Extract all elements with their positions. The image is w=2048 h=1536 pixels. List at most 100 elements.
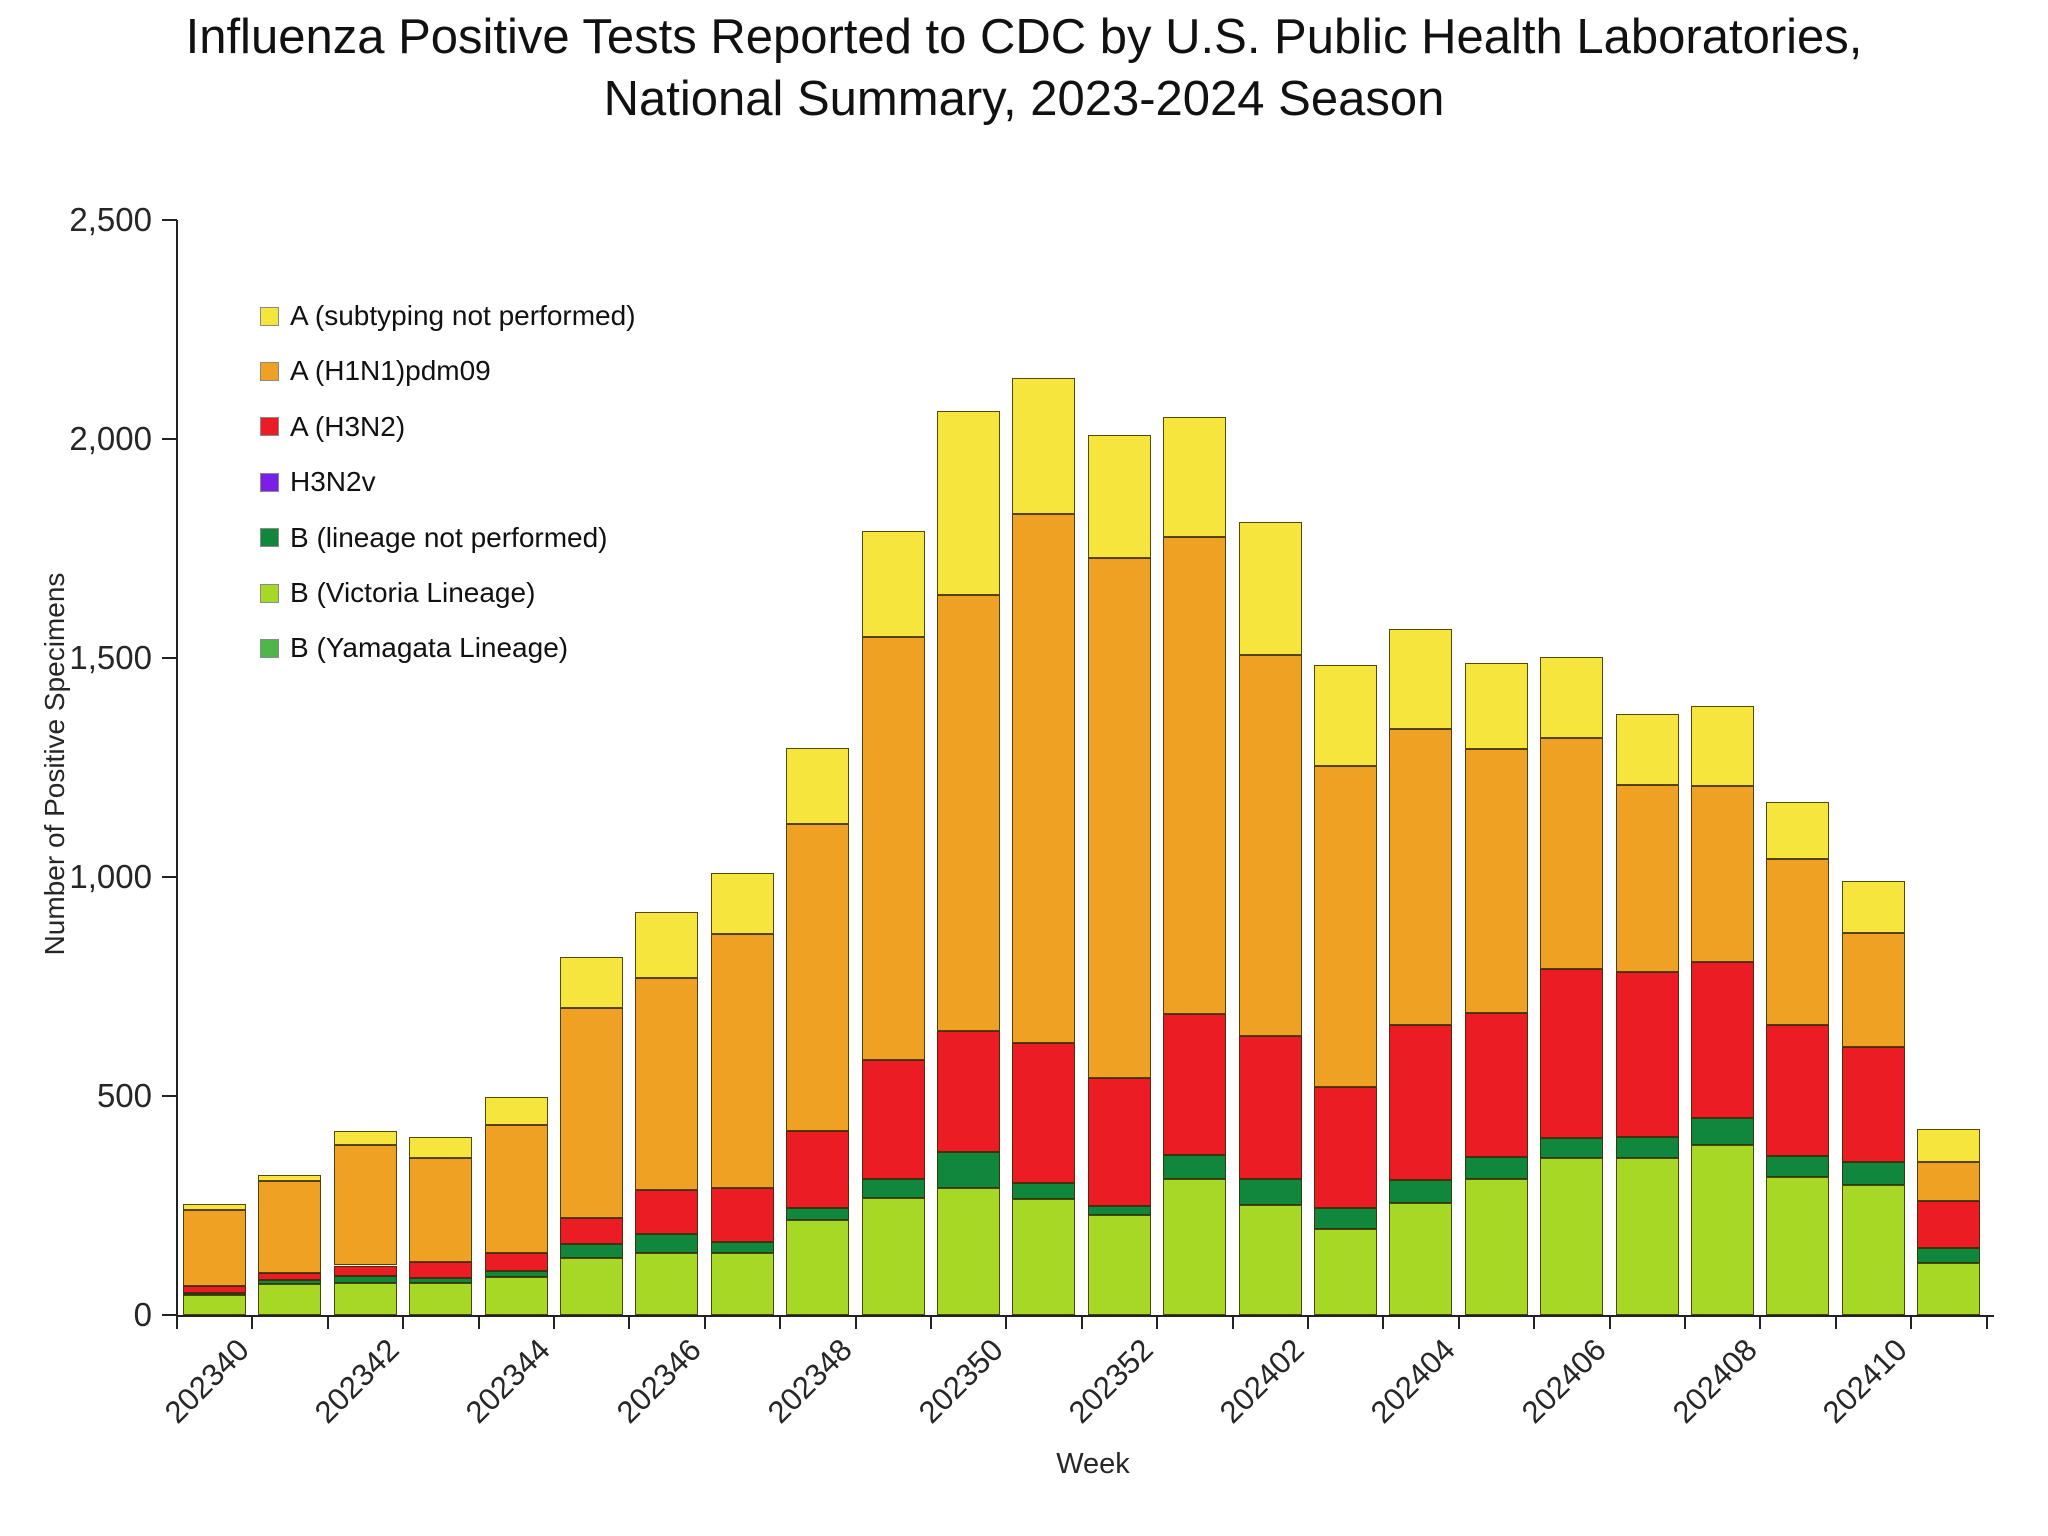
bar-segment-202410-a-h3n2 (1841, 1046, 1905, 1163)
bar-segment-202346-a-h1n1-pdm09 (635, 977, 699, 1191)
legend-label: A (H1N1)pdm09 (290, 355, 491, 387)
y-axis-line (176, 220, 178, 1317)
legend-swatch-icon (260, 361, 279, 381)
bar-segment-202405-a-h1n1-pdm09 (1464, 749, 1528, 1014)
x-tick-mark (930, 1317, 932, 1329)
bar-segment-202341-a-h1n1-pdm09 (258, 1180, 322, 1273)
bar-segment-202407-b-lineage-not-performed (1615, 1136, 1679, 1159)
bar-segment-202410-b-victoria-lineage (1841, 1185, 1905, 1315)
bar-segment-202406-a-h3n2 (1540, 969, 1604, 1138)
bar-segment-202345-b-lineage-not-performed (560, 1244, 623, 1258)
bar-segment-202346-a-h3n2 (635, 1190, 699, 1235)
x-tick-mark (402, 1317, 405, 1329)
bar-segment-202405-a-subtyping-not-performed (1464, 663, 1528, 750)
bar-segment-202408-a-subtyping-not-performed (1691, 705, 1754, 786)
bar-segment-202401-a-h3n2 (1163, 1013, 1227, 1156)
x-tick-mark (553, 1317, 555, 1329)
bar-segment-202408-b-victoria-lineage (1691, 1144, 1754, 1315)
bar-segment-202403-b-victoria-lineage (1314, 1228, 1377, 1315)
bar-segment-202350-a-h3n2 (937, 1030, 1000, 1153)
bar-segment-202345-a-subtyping-not-performed (560, 957, 623, 1009)
x-tick-mark (1307, 1317, 1309, 1329)
x-tick-label: 202346 (609, 1332, 708, 1430)
x-tick-label: 202340 (157, 1332, 256, 1430)
x-tick-label: 202408 (1665, 1332, 1764, 1430)
x-tick-mark (779, 1317, 782, 1329)
x-axis-title: Week (1056, 1448, 1130, 1480)
y-tick-mark (162, 438, 177, 440)
bar-segment-202346-a-subtyping-not-performed (635, 911, 699, 978)
bar-segment-202405-b-lineage-not-performed (1464, 1157, 1528, 1179)
bar-segment-202409-a-subtyping-not-performed (1766, 801, 1830, 859)
legend-swatch-icon (260, 528, 279, 548)
legend-label: B (lineage not performed) (290, 521, 608, 553)
bar-segment-202352-a-h3n2 (1087, 1078, 1151, 1206)
bar-segment-202406-b-lineage-not-performed (1540, 1137, 1604, 1159)
legend-swatch-icon (260, 472, 279, 492)
y-tick-mark (162, 876, 177, 878)
x-tick-mark (1684, 1317, 1686, 1329)
x-tick-label: 202410 (1816, 1332, 1915, 1430)
x-tick-mark (1231, 1317, 1234, 1329)
legend-item-b-yamagata-lineage: B (Yamagata Lineage) (260, 632, 568, 664)
legend-item-h3n2v: H3N2v (260, 466, 376, 498)
legend-swatch-icon (260, 417, 279, 437)
bar-segment-202404-a-subtyping-not-performed (1389, 629, 1453, 730)
bar-segment-202342-a-h1n1-pdm09 (333, 1145, 397, 1266)
legend-item-a-h3n2: A (H3N2) (260, 411, 405, 443)
x-tick-label: 202348 (760, 1332, 859, 1430)
bar-segment-202347-b-victoria-lineage (710, 1253, 774, 1315)
bar-segment-202407-a-subtyping-not-performed (1615, 714, 1679, 785)
bar-segment-202401-b-victoria-lineage (1163, 1179, 1227, 1315)
bar-segment-202344-a-subtyping-not-performed (484, 1096, 548, 1125)
chart-title-line1: Influenza Positive Tests Reported to CDC… (185, 10, 1863, 64)
bar-segment-202341-a-subtyping-not-performed (258, 1174, 322, 1181)
x-tick-mark (1533, 1317, 1536, 1329)
x-tick-label: 202404 (1363, 1332, 1462, 1430)
y-tick-label: 2,000 (69, 420, 152, 457)
x-tick-mark (703, 1317, 706, 1329)
bar-segment-202348-a-subtyping-not-performed (786, 748, 850, 824)
bar-segment-202340-b-lineage-not-performed (183, 1292, 246, 1295)
bar-segment-202405-a-h3n2 (1464, 1013, 1528, 1158)
bar-segment-202411-a-h3n2 (1917, 1200, 1981, 1248)
bar-segment-202349-b-victoria-lineage (861, 1197, 925, 1315)
bar-segment-202406-b-victoria-lineage (1540, 1158, 1604, 1315)
bar-segment-202342-a-subtyping-not-performed (333, 1131, 397, 1146)
y-tick-label: 500 (96, 1077, 152, 1114)
bar-segment-202411-a-subtyping-not-performed (1917, 1129, 1981, 1163)
bar-segment-202340-a-subtyping-not-performed (183, 1203, 246, 1211)
bar-segment-202347-a-h1n1-pdm09 (710, 934, 774, 1189)
legend-item-b-lineage-not-performed: B (lineage not performed) (260, 522, 608, 554)
bar-segment-202348-a-h1n1-pdm09 (786, 824, 850, 1132)
legend-swatch-icon (260, 638, 279, 658)
bar-segment-202402-b-lineage-not-performed (1238, 1178, 1302, 1205)
x-tick-mark (251, 1317, 254, 1329)
x-tick-mark (1457, 1317, 1460, 1329)
bar-segment-202340-a-h1n1-pdm09 (183, 1210, 246, 1287)
bar-segment-202346-b-victoria-lineage (635, 1252, 699, 1315)
bar-segment-202342-b-victoria-lineage (333, 1282, 397, 1315)
bar-segment-202349-a-h1n1-pdm09 (861, 636, 925, 1061)
bar-segment-202404-a-h3n2 (1389, 1025, 1453, 1181)
legend-label: B (Victoria Lineage) (290, 577, 536, 608)
bar-segment-202402-b-victoria-lineage (1238, 1204, 1302, 1315)
bar-segment-202351-a-subtyping-not-performed (1012, 377, 1076, 514)
bar-segment-202403-b-lineage-not-performed (1314, 1208, 1377, 1229)
bar-segment-202351-b-victoria-lineage (1012, 1198, 1076, 1315)
bar-segment-202348-b-lineage-not-performed (786, 1208, 850, 1221)
bar-segment-202410-a-h1n1-pdm09 (1841, 932, 1905, 1047)
x-tick-mark (1080, 1317, 1083, 1329)
bar-segment-202344-a-h3n2 (484, 1252, 548, 1271)
bar-segment-202408-a-h3n2 (1691, 962, 1754, 1118)
bar-segment-202345-b-victoria-lineage (560, 1257, 623, 1315)
bar-segment-202340-b-victoria-lineage (183, 1294, 246, 1315)
y-tick-mark (162, 1314, 177, 1316)
bar-segment-202344-a-h1n1-pdm09 (484, 1124, 548, 1253)
bar-segment-202346-b-lineage-not-performed (635, 1234, 699, 1253)
bar-segment-202343-a-h1n1-pdm09 (409, 1158, 473, 1263)
x-tick-mark (477, 1317, 480, 1329)
bar-segment-202403-a-h3n2 (1314, 1086, 1377, 1209)
y-axis-title: Number of Positive Specimens (39, 572, 70, 956)
